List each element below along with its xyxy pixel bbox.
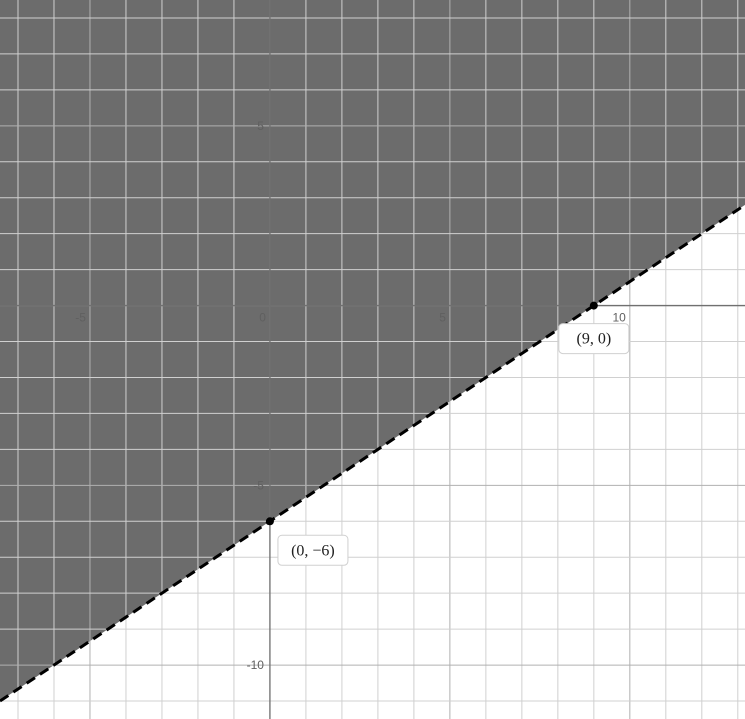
marked-point — [590, 302, 598, 310]
marked-point — [266, 517, 274, 525]
point-label: (0, −6) — [291, 542, 335, 559]
shaded-region — [0, 0, 745, 701]
inequality-chart: -5 0 5 10 5 -5 -10 (9, 0) (0, −6) — [0, 0, 745, 719]
x-tick-label: 10 — [612, 311, 626, 325]
x-tick-label: -5 — [75, 311, 86, 325]
x-tick-label: 5 — [439, 311, 446, 325]
chart-svg: -5 0 5 10 5 -5 -10 (9, 0) (0, −6) — [0, 0, 745, 719]
y-tick-label: 5 — [257, 119, 264, 133]
point-label: (9, 0) — [577, 331, 612, 348]
y-tick-label: -5 — [253, 478, 264, 492]
x-tick-label: 0 — [259, 311, 266, 325]
y-tick-label: -10 — [247, 658, 265, 672]
